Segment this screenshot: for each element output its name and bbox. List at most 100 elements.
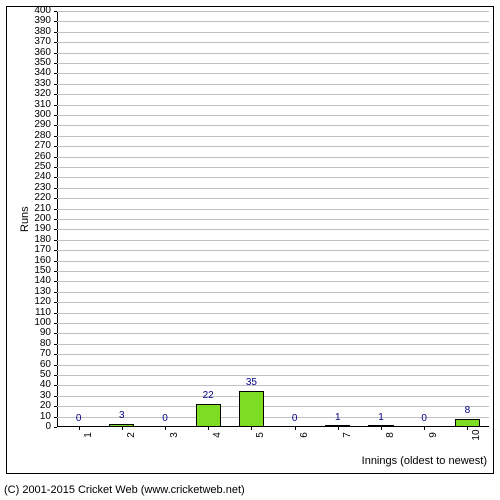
bar-value-label: 0 xyxy=(292,413,298,424)
y-tick-label: 390 xyxy=(34,16,51,26)
bar-value-label: 0 xyxy=(162,413,168,424)
x-tick xyxy=(208,427,209,430)
y-tick-label: 230 xyxy=(34,183,51,193)
y-tick-label: 80 xyxy=(40,339,51,349)
gridline xyxy=(57,281,489,282)
gridline xyxy=(57,198,489,199)
y-tick xyxy=(54,396,57,397)
y-tick xyxy=(54,292,57,293)
y-tick xyxy=(54,94,57,95)
y-tick xyxy=(54,167,57,168)
y-tick-label: 250 xyxy=(34,162,51,172)
y-tick xyxy=(54,261,57,262)
gridline xyxy=(57,385,489,386)
y-tick-label: 130 xyxy=(34,287,51,297)
x-tick-label: 5 xyxy=(255,432,266,438)
x-tick-label: 9 xyxy=(428,432,439,438)
y-tick xyxy=(54,146,57,147)
y-tick xyxy=(54,209,57,210)
y-tick-label: 50 xyxy=(40,370,51,380)
y-tick-label: 60 xyxy=(40,360,51,370)
y-tick-label: 340 xyxy=(34,68,51,78)
x-tick xyxy=(251,427,252,430)
y-tick xyxy=(54,417,57,418)
x-tick-label: 6 xyxy=(299,432,310,438)
x-tick xyxy=(122,427,123,430)
y-tick-label: 280 xyxy=(34,131,51,141)
gridline xyxy=(57,323,489,324)
y-tick xyxy=(54,365,57,366)
y-tick-label: 210 xyxy=(34,204,51,214)
y-tick-label: 190 xyxy=(34,224,51,234)
y-tick-label: 0 xyxy=(45,422,51,432)
x-tick-label: 2 xyxy=(126,432,137,438)
y-tick xyxy=(54,302,57,303)
gridline xyxy=(57,53,489,54)
gridline xyxy=(57,42,489,43)
gridline xyxy=(57,375,489,376)
gridline xyxy=(57,271,489,272)
gridline xyxy=(57,177,489,178)
bar-value-label: 0 xyxy=(421,413,427,424)
x-tick xyxy=(79,427,80,430)
bar xyxy=(196,404,221,427)
gridline xyxy=(57,261,489,262)
gridline xyxy=(57,73,489,74)
y-tick-label: 160 xyxy=(34,256,51,266)
gridline xyxy=(57,21,489,22)
y-tick xyxy=(54,53,57,54)
y-tick xyxy=(54,73,57,74)
y-tick xyxy=(54,323,57,324)
gridline xyxy=(57,84,489,85)
x-tick-label: 1 xyxy=(83,432,94,438)
gridline xyxy=(57,209,489,210)
gridline xyxy=(57,219,489,220)
gridline xyxy=(57,302,489,303)
x-tick xyxy=(338,427,339,430)
y-tick xyxy=(54,375,57,376)
gridline xyxy=(57,292,489,293)
y-tick-label: 380 xyxy=(34,27,51,37)
y-tick-label: 170 xyxy=(34,245,51,255)
bar-value-label: 0 xyxy=(76,413,82,424)
x-tick-label: 4 xyxy=(212,432,223,438)
y-tick xyxy=(54,11,57,12)
y-tick-label: 360 xyxy=(34,48,51,58)
y-tick xyxy=(54,177,57,178)
gridline xyxy=(57,94,489,95)
y-tick xyxy=(54,219,57,220)
gridline xyxy=(57,313,489,314)
y-tick-label: 30 xyxy=(40,391,51,401)
y-tick-label: 220 xyxy=(34,193,51,203)
y-tick-label: 140 xyxy=(34,276,51,286)
gridline xyxy=(57,396,489,397)
y-tick xyxy=(54,406,57,407)
y-tick-label: 320 xyxy=(34,89,51,99)
y-tick xyxy=(54,271,57,272)
gridline xyxy=(57,240,489,241)
y-tick-label: 110 xyxy=(35,308,51,318)
bar-value-label: 8 xyxy=(465,405,471,416)
gridline xyxy=(57,167,489,168)
gridline xyxy=(57,125,489,126)
y-tick xyxy=(54,427,57,428)
gridline xyxy=(57,115,489,116)
bar xyxy=(455,419,480,427)
y-tick-label: 40 xyxy=(40,380,51,390)
x-tick-label: 8 xyxy=(385,432,396,438)
gridline xyxy=(57,136,489,137)
y-tick xyxy=(54,333,57,334)
bar-value-label: 35 xyxy=(246,377,257,388)
gridline xyxy=(57,354,489,355)
x-tick-label: 7 xyxy=(342,432,353,438)
y-tick-label: 120 xyxy=(34,297,51,307)
y-tick-label: 90 xyxy=(40,328,51,338)
y-tick xyxy=(54,136,57,137)
y-tick xyxy=(54,229,57,230)
y-tick xyxy=(54,21,57,22)
x-axis-title: Innings (oldest to newest) xyxy=(362,455,487,467)
x-tick xyxy=(295,427,296,430)
x-tick xyxy=(381,427,382,430)
y-tick xyxy=(54,32,57,33)
y-tick xyxy=(54,313,57,314)
